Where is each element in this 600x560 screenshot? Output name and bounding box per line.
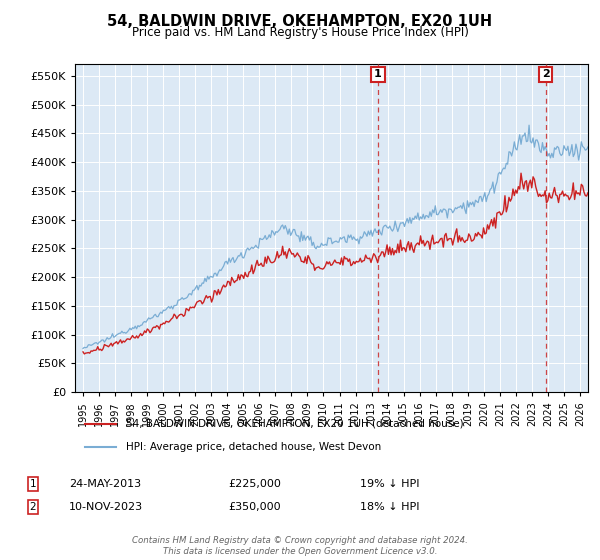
- Text: £225,000: £225,000: [228, 479, 281, 489]
- Text: Contains HM Land Registry data © Crown copyright and database right 2024.
This d: Contains HM Land Registry data © Crown c…: [132, 536, 468, 556]
- Text: Price paid vs. HM Land Registry's House Price Index (HPI): Price paid vs. HM Land Registry's House …: [131, 26, 469, 39]
- Text: 18% ↓ HPI: 18% ↓ HPI: [360, 502, 419, 512]
- Text: 54, BALDWIN DRIVE, OKEHAMPTON, EX20 1UH: 54, BALDWIN DRIVE, OKEHAMPTON, EX20 1UH: [107, 14, 493, 29]
- Text: 1: 1: [374, 69, 382, 80]
- Text: 19% ↓ HPI: 19% ↓ HPI: [360, 479, 419, 489]
- Text: £350,000: £350,000: [228, 502, 281, 512]
- Text: 2: 2: [29, 502, 37, 512]
- Text: HPI: Average price, detached house, West Devon: HPI: Average price, detached house, West…: [127, 442, 382, 452]
- Text: 10-NOV-2023: 10-NOV-2023: [69, 502, 143, 512]
- Text: 54, BALDWIN DRIVE, OKEHAMPTON, EX20 1UH (detached house): 54, BALDWIN DRIVE, OKEHAMPTON, EX20 1UH …: [127, 419, 464, 429]
- Text: 2: 2: [542, 69, 550, 80]
- Text: 24-MAY-2013: 24-MAY-2013: [69, 479, 141, 489]
- Text: 1: 1: [29, 479, 37, 489]
